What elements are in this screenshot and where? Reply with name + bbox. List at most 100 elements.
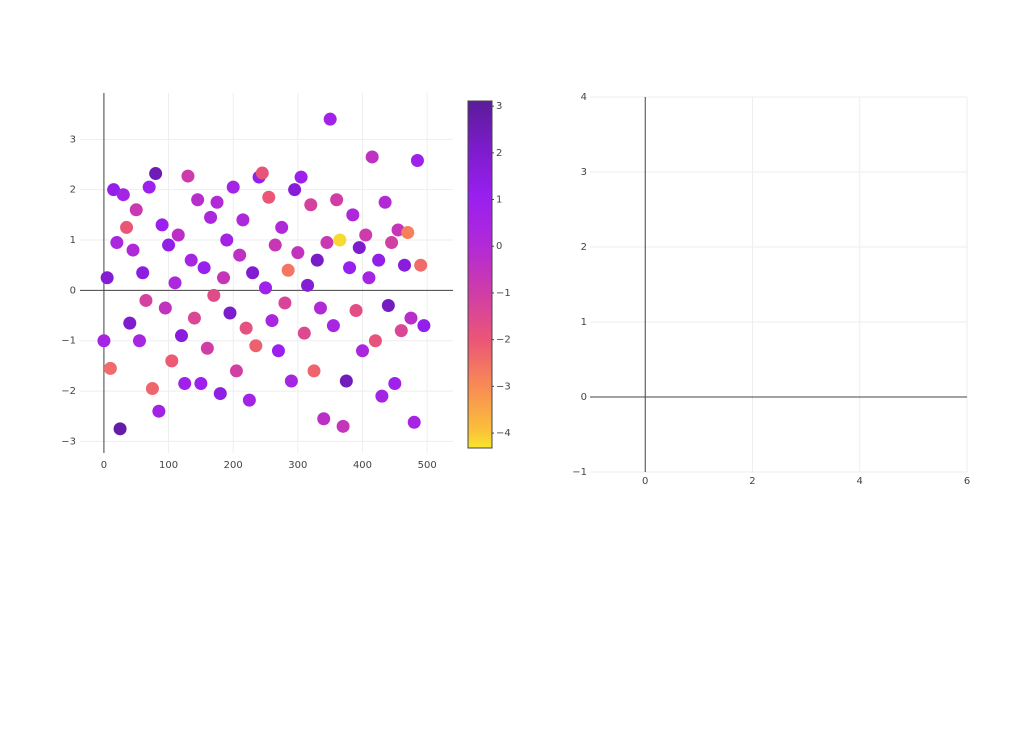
point: [362, 271, 376, 285]
point: [271, 344, 285, 358]
plot: 0 2 4 6 −1 0 1 2 3 4: [572, 92, 970, 487]
point: [388, 377, 402, 391]
point: [187, 311, 201, 325]
x-tick-label: 100: [159, 460, 178, 471]
point: [297, 326, 311, 340]
colorbar-tick-label: 1: [496, 195, 502, 206]
x-tick-label: 500: [418, 460, 437, 471]
point: [145, 382, 159, 396]
point: [365, 150, 379, 164]
point: [184, 253, 198, 267]
point: [262, 190, 276, 204]
y-tick-label: −2: [61, 386, 76, 397]
y-tick-label: 4: [581, 92, 587, 103]
point: [323, 112, 337, 126]
x-tick-label: 0: [101, 460, 107, 471]
x-tick-label: 200: [224, 460, 243, 471]
y-tick-label: 0: [581, 392, 587, 403]
point: [288, 183, 302, 197]
point: [359, 228, 373, 242]
point: [281, 263, 295, 277]
point: [320, 236, 334, 250]
point: [339, 374, 353, 388]
y-tick-label: 3: [70, 134, 76, 145]
point: [126, 243, 140, 257]
point: [372, 253, 386, 267]
point: [330, 193, 344, 207]
x-tick-label: 6: [964, 476, 970, 487]
point: [275, 220, 289, 234]
point: [223, 306, 237, 320]
point: [136, 266, 150, 280]
x-tick-label: 2: [749, 476, 755, 487]
point: [242, 393, 256, 407]
colorbar-tick-label: −1: [496, 288, 511, 299]
point: [355, 344, 369, 358]
y-tick-label: 2: [581, 242, 587, 253]
point: [113, 422, 127, 436]
point: [239, 321, 253, 335]
point: [410, 153, 424, 167]
y-tick-label: −3: [61, 436, 76, 447]
point: [326, 319, 340, 333]
point: [152, 404, 166, 418]
point: [165, 354, 179, 368]
point: [129, 203, 143, 217]
plot: 0 100 200 300 400 500 −3 −2 −1 0 1 2 3 −4 −3 −2 −1 0 1 2 3: [61, 93, 511, 471]
point: [375, 389, 389, 403]
colorbar-tick-label: −3: [496, 381, 511, 392]
point: [220, 233, 234, 247]
point: [307, 364, 321, 378]
y-tick-label: −1: [61, 336, 76, 347]
y-tick-label: 1: [70, 235, 76, 246]
point: [103, 361, 117, 375]
point: [346, 208, 360, 222]
point: [417, 319, 431, 333]
point: [97, 334, 111, 348]
point: [301, 278, 315, 292]
point: [194, 377, 208, 391]
point: [191, 193, 205, 207]
point: [398, 258, 412, 272]
point: [304, 198, 318, 212]
y-tick-label: 2: [70, 185, 76, 196]
point: [268, 238, 282, 252]
point: [317, 412, 331, 426]
point: [385, 236, 399, 250]
x-tick-label: 300: [288, 460, 307, 471]
point: [394, 324, 408, 338]
point: [284, 374, 298, 388]
colorbar-tick-label: −4: [496, 428, 511, 439]
point: [226, 180, 240, 194]
colorbar: [467, 100, 493, 449]
point: [142, 180, 156, 194]
point: [381, 298, 395, 312]
point: [236, 213, 250, 227]
point: [407, 415, 421, 429]
point: [168, 276, 182, 290]
point: [213, 387, 227, 401]
point: [107, 183, 121, 197]
point: [200, 341, 214, 355]
point: [352, 241, 366, 255]
point: [401, 225, 415, 239]
y-tick-label: −1: [572, 467, 587, 478]
point: [259, 281, 273, 295]
point: [349, 304, 363, 318]
point: [132, 334, 146, 348]
point: [343, 261, 357, 275]
point: [158, 301, 172, 315]
y-tick-label: 3: [581, 167, 587, 178]
point: [246, 266, 260, 280]
point: [204, 210, 218, 224]
colorbar-tick-label: 0: [496, 241, 502, 252]
point: [414, 258, 428, 272]
point: [310, 253, 324, 267]
point: [333, 233, 347, 247]
point: [110, 236, 124, 250]
point: [378, 195, 392, 209]
point: [181, 169, 195, 183]
point: [174, 329, 188, 343]
point: [313, 301, 327, 315]
